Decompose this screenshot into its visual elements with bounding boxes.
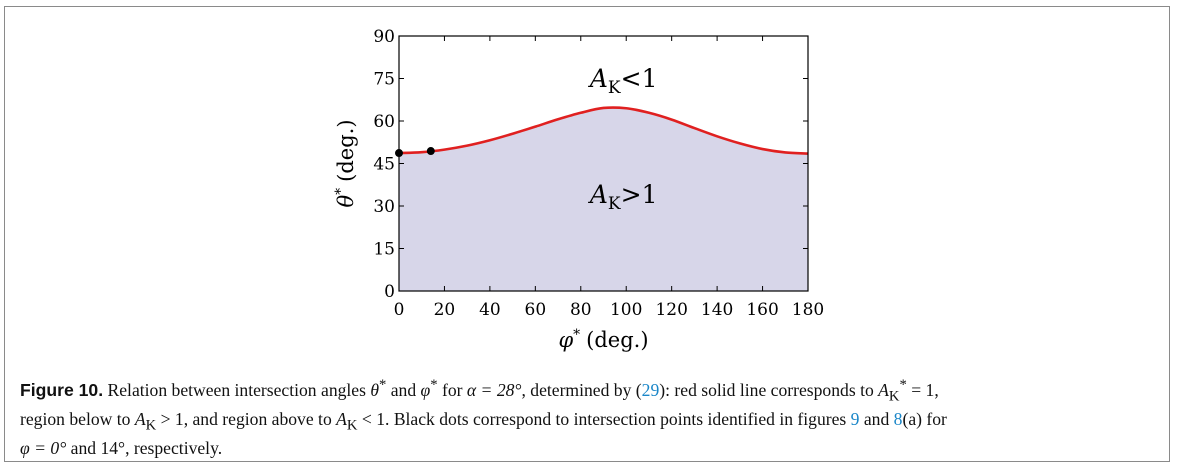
x-tick-label: 140 xyxy=(701,300,733,320)
y-tick-label: 60 xyxy=(373,112,395,132)
y-tick-label: 15 xyxy=(373,240,395,260)
x-tick-label: 120 xyxy=(655,300,687,320)
region-above-label: AK<1 xyxy=(588,64,658,98)
y-tick-label: 90 xyxy=(373,27,395,47)
figure-chart: 0 20 40 60 80 100 120 140 160 180 0 15 30 45 60 75 90 A… xyxy=(333,27,825,352)
caption-label: Figure 10. xyxy=(20,379,104,400)
region-below-fill xyxy=(399,107,808,291)
y-tick-label: 45 xyxy=(373,155,395,175)
chart-svg: 0 20 40 60 80 100 120 140 160 180 0 15 30 45 60 75 90 A… xyxy=(333,27,825,352)
x-tick-label: 180 xyxy=(792,300,824,320)
boundary-curve xyxy=(398,106,809,155)
equation-link-29[interactable]: 29 xyxy=(641,379,660,400)
x-tick-label: 0 xyxy=(394,300,405,320)
figure-link-8[interactable]: 8 xyxy=(893,408,903,429)
x-axis-label: φ* (deg.) xyxy=(558,327,648,352)
intersection-dots xyxy=(395,147,435,158)
region-below-label: AK>1 xyxy=(588,180,658,214)
y-tick-labels: 0 15 30 45 60 75 90 xyxy=(373,27,395,302)
y-tick-label: 0 xyxy=(384,282,395,302)
figure-caption: Figure 10. Relation between intersection… xyxy=(20,377,947,458)
y-axis-label: θ*(deg.) xyxy=(333,119,358,207)
intersection-point xyxy=(395,149,403,158)
x-tick-label: 20 xyxy=(434,300,456,320)
x-tick-label: 60 xyxy=(525,300,547,320)
figure-link-9[interactable]: 9 xyxy=(850,408,860,429)
x-tick-label: 40 xyxy=(479,300,501,320)
x-tick-label: 160 xyxy=(746,300,778,320)
x-tick-labels: 0 20 40 60 80 100 120 140 160 180 xyxy=(394,300,825,320)
tick-marks xyxy=(398,35,809,292)
x-tick-label: 80 xyxy=(570,300,592,320)
x-tick-label: 100 xyxy=(610,300,642,320)
y-tick-label: 75 xyxy=(373,70,395,90)
y-tick-label: 30 xyxy=(373,197,395,217)
intersection-point xyxy=(426,147,435,156)
